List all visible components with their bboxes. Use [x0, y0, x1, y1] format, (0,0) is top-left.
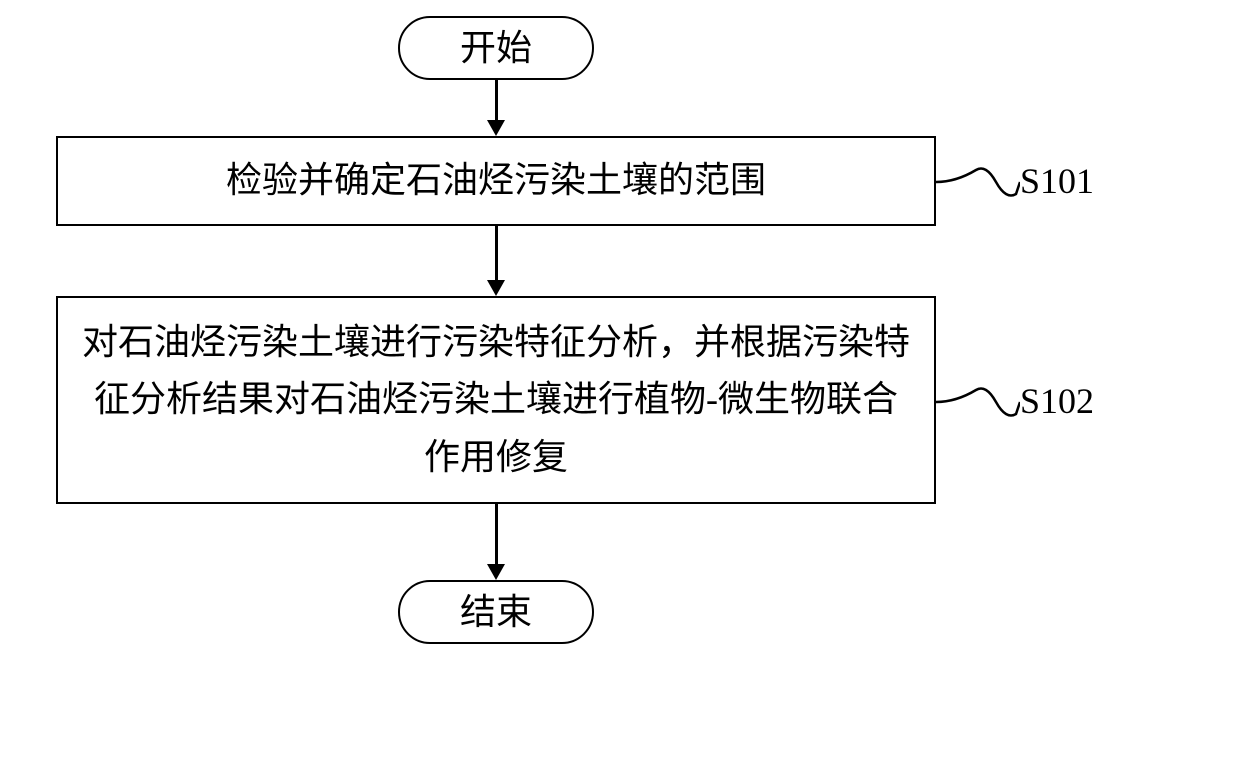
step1-label: 检验并确定石油烃污染土壤的范围 [226, 152, 766, 210]
arrow-2-head [487, 280, 505, 296]
arrow-3 [495, 504, 498, 566]
connector-s101 [936, 160, 1020, 204]
connector-s102 [936, 380, 1020, 424]
arrow-2 [495, 226, 498, 282]
step1-node: 检验并确定石油烃污染土壤的范围 [56, 136, 936, 226]
end-node: 结束 [398, 580, 594, 644]
end-label: 结束 [460, 594, 532, 630]
start-label: 开始 [460, 30, 532, 66]
flowchart-container: 开始 检验并确定石油烃污染土壤的范围 S101 对石油烃污染土壤进行污染特征分析… [0, 0, 1240, 770]
step2-label: 对石油烃污染土壤进行污染特征分析，并根据污染特征分析结果对石油烃污染土壤进行植物… [78, 314, 914, 487]
arrow-1 [495, 80, 498, 122]
label-s101: S101 [1020, 160, 1094, 202]
start-node: 开始 [398, 16, 594, 80]
step2-node: 对石油烃污染土壤进行污染特征分析，并根据污染特征分析结果对石油烃污染土壤进行植物… [56, 296, 936, 504]
label-s102: S102 [1020, 380, 1094, 422]
arrow-3-head [487, 564, 505, 580]
arrow-1-head [487, 120, 505, 136]
